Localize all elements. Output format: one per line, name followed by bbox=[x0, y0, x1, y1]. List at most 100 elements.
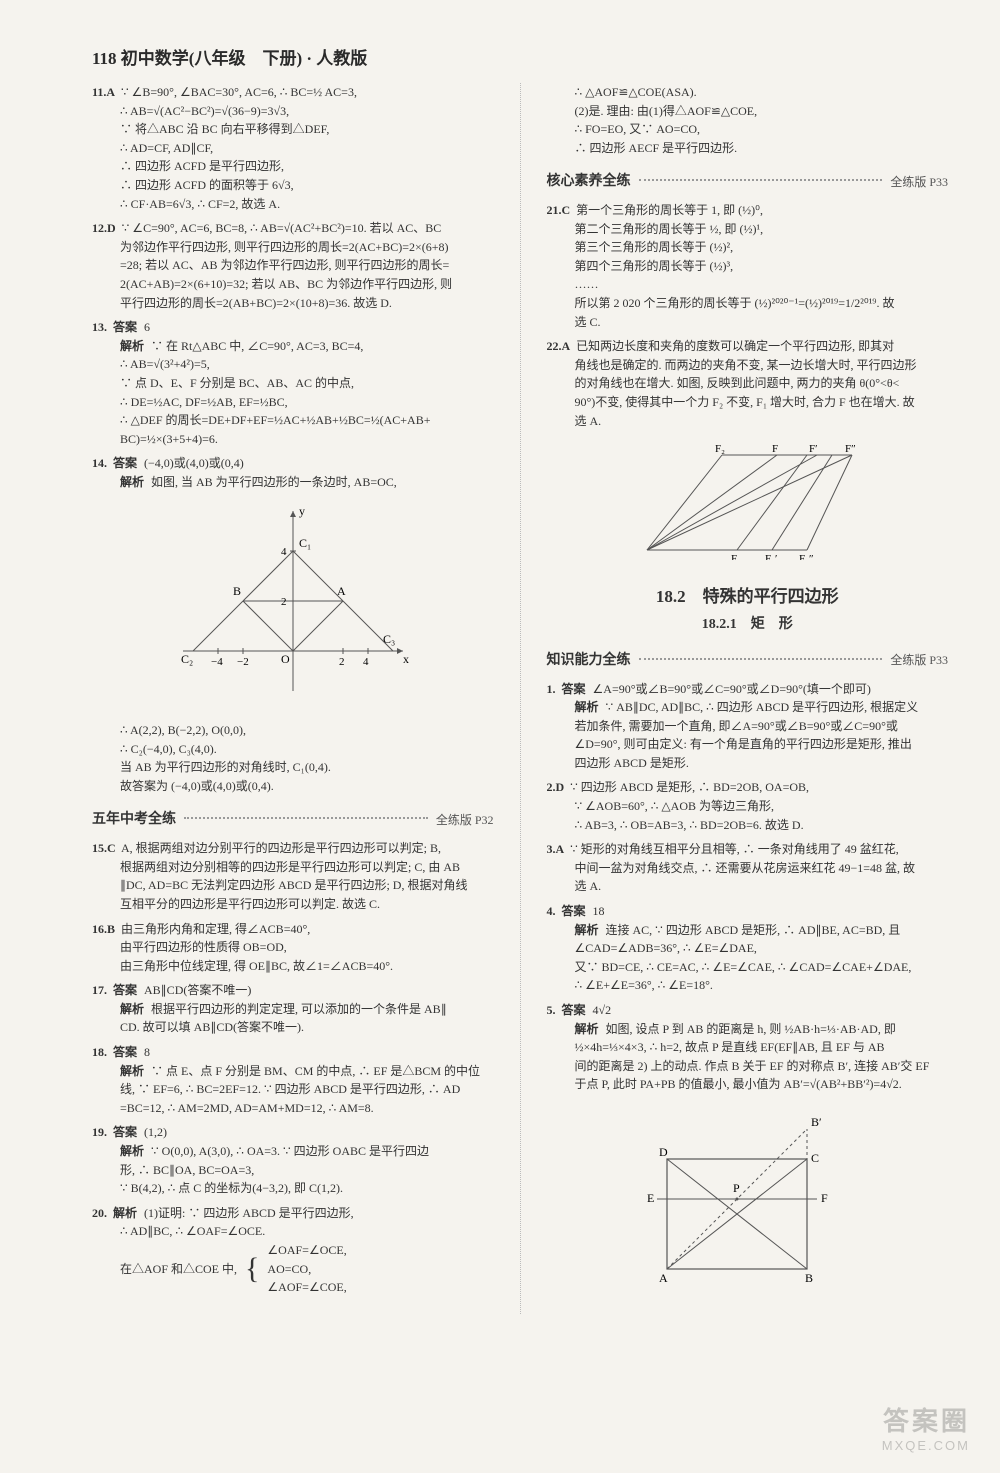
svg-text:B: B bbox=[805, 1271, 813, 1285]
svg-text:F: F bbox=[772, 443, 778, 455]
q15-l4: 互相平分的四边形是平行四边形可以判定. 故选 C. bbox=[92, 895, 494, 914]
r4-ans-label: 答案 bbox=[562, 904, 586, 918]
q15: 15.C A, 根据两组对边分别平行的四边形是平行四边形可以判定; B, 根据两… bbox=[92, 839, 494, 913]
q22-l4: 90°)不变, 使得其中一个力 F₂ 不变, F₁ 增大时, 合力 F 也在增大… bbox=[547, 393, 949, 412]
r4-l3: 又∵ BD=CE, ∴ CE=AC, ∴ ∠E=∠CAE, ∴ ∠CAD=∠CA… bbox=[547, 958, 949, 977]
left-column: 11.A ∵ ∠B=90°, ∠BAC=30°, AC=6, ∴ BC=½ AC… bbox=[92, 83, 494, 1314]
r4-l4: ∴ ∠E+∠E=36°, ∴ ∠E=18°. bbox=[547, 976, 949, 995]
q22-figure: F₂ F F′ F″ F₁ F₁′ F₁″ bbox=[547, 440, 949, 566]
q21-l6: 所以第 2 020 个三角形的周长等于 (½)²⁰²⁰⁻¹=(½)²⁰¹⁹=1/… bbox=[547, 294, 949, 313]
cont-l2: (2)是. 理由: 由(1)得△AOF≌△COE, bbox=[547, 102, 949, 121]
q12-l3: =28; 若以 AC、AB 为邻边作平行四边形, 则平行四边形的周长= bbox=[92, 256, 494, 275]
q12-num: 12.D bbox=[92, 221, 116, 235]
r1-l4: 四边形 ABCD 是矩形. bbox=[547, 754, 949, 773]
q19: 19. 答案 (1,2) 解析 ∵ O(0,0), A(3,0), ∴ OA=3… bbox=[92, 1123, 494, 1197]
r5-l1: 如图, 设点 P 到 AB 的距离是 h, 则 ½AB·h=⅓·AB·AD, 即 bbox=[606, 1022, 896, 1036]
r4: 4. 答案 18 解析 连接 AC, ∵ 四边形 ABCD 是矩形, ∴ AD∥… bbox=[547, 902, 949, 995]
q11-l3: ∵ 将△ABC 沿 BC 向右平移得到△DEF, bbox=[92, 120, 494, 139]
q14-exp-label: 解析 bbox=[120, 475, 144, 489]
r2-num: 2.D bbox=[547, 780, 565, 794]
sec-knowledge: 知识能力全练 全练版 P33 bbox=[547, 650, 949, 672]
cont-l3: ∴ FO=EO, 又∵ AO=CO, bbox=[547, 120, 949, 139]
q18-ans-label: 答案 bbox=[113, 1045, 137, 1059]
svg-text:F₂: F₂ bbox=[715, 443, 725, 455]
q17: 17. 答案 AB∥CD(答案不唯一) 解析 根据平行四边形的判定定理, 可以添… bbox=[92, 981, 494, 1037]
q14-figure: y x O A B C₁ C₂ C₃ −4 −2 2 4 2 4 bbox=[92, 501, 494, 707]
svg-text:B: B bbox=[233, 584, 241, 598]
svg-text:−2: −2 bbox=[237, 656, 249, 668]
r1-ans: ∠A=90°或∠B=90°或∠C=90°或∠D=90°(填一个即可) bbox=[593, 682, 871, 696]
svg-text:C₂: C₂ bbox=[181, 652, 193, 666]
q19-num: 19. bbox=[92, 1125, 107, 1139]
q18-l1: ∵ 点 E、点 F 分别是 BM、CM 的中点, ∴ EF 是△BCM 的中位 bbox=[151, 1064, 480, 1078]
q13-exp-label: 解析 bbox=[120, 339, 144, 353]
r1: 1. 答案 ∠A=90°或∠B=90°或∠C=90°或∠D=90°(填一个即可)… bbox=[547, 680, 949, 773]
q15-l3: ∥DC, AD=BC 无法判定四边形 ABCD 是平行四边形; D, 根据对角线 bbox=[92, 876, 494, 895]
sec-core-label: 核心素养全练 bbox=[547, 171, 631, 193]
q18-num: 18. bbox=[92, 1045, 107, 1059]
sec-knowledge-pageref: 全练版 P33 bbox=[890, 651, 948, 670]
q13-l3: ∵ 点 D、E、F 分别是 BC、AB、AC 的中点, bbox=[92, 374, 494, 393]
q14-l3: ∴ C₂(−4,0), C₃(4,0). bbox=[92, 740, 494, 759]
right-column: ∴ △AOF≌△COE(ASA). (2)是. 理由: 由(1)得△AOF≌△C… bbox=[547, 83, 949, 1314]
q21-l7: 选 C. bbox=[547, 313, 949, 332]
q11-l4: ∴ AD=CF, AD∥CF, bbox=[92, 139, 494, 158]
r1-l3: ∠D=90°, 则可由定义: 有一个角是直角的平行四边形是矩形, 推出 bbox=[547, 735, 949, 754]
q16-l2: 由平行四边形的性质得 OB=OD, bbox=[92, 938, 494, 957]
q18-l2: 线, ∵ EF=6, ∴ BC=2EF=12. ∵ 四边形 ABCD 是平行四边… bbox=[92, 1080, 494, 1099]
q20-cont: ∴ △AOF≌△COE(ASA). (2)是. 理由: 由(1)得△AOF≌△C… bbox=[547, 83, 949, 157]
q15-l1: A, 根据两组对边分别平行的四边形是平行四边形可以判定; B, bbox=[121, 841, 441, 855]
q15-num: 15.C bbox=[92, 841, 116, 855]
cont-l1: ∴ △AOF≌△COE(ASA). bbox=[547, 83, 949, 102]
r5-l4: 于点 P, 此时 PA+PB 的值最小, 最小值为 AB′=√(AB²+BB′²… bbox=[547, 1075, 949, 1094]
svg-text:E: E bbox=[647, 1191, 654, 1205]
q16: 16.B 由三角形内角和定理, 得∠ACB=40°, 由平行四边形的性质得 OB… bbox=[92, 920, 494, 976]
q20-l3d: ∠AOF=∠COE, bbox=[267, 1280, 346, 1294]
q21-l3: 第三个三角形的周长等于 (½)², bbox=[547, 238, 949, 257]
q14-l2: ∴ A(2,2), B(−2,2), O(0,0), bbox=[92, 721, 494, 740]
r2-l2: ∵ ∠AOB=60°, ∴ △AOB 为等边三角形, bbox=[547, 797, 949, 816]
watermark: 答案圈 MXQE.COM bbox=[882, 1401, 970, 1453]
svg-text:A: A bbox=[337, 584, 346, 598]
q14-l4: 当 AB 为平行四边形的对角线时, C₁(0,4). bbox=[92, 758, 494, 777]
q17-l2: CD. 故可以填 AB∥CD(答案不唯一). bbox=[92, 1018, 494, 1037]
svg-text:C₁: C₁ bbox=[299, 536, 311, 550]
svg-text:F₁: F₁ bbox=[731, 553, 741, 560]
watermark-url: MXQE.COM bbox=[882, 1438, 970, 1453]
q18-exp-label: 解析 bbox=[120, 1064, 144, 1078]
q21: 21.C 第一个三角形的周长等于 1, 即 (½)⁰, 第二个三角形的周长等于 … bbox=[547, 201, 949, 331]
svg-text:4: 4 bbox=[363, 656, 369, 668]
q13-l4: ∴ DE=½AC, DF=½AB, EF=½BC, bbox=[92, 393, 494, 412]
r5-figure: A B C D E F P B′ bbox=[547, 1104, 949, 1300]
q22-l3: 的对角线也在增大. 如图, 反映到此问题中, 两力的夹角 θ(0°<θ< bbox=[547, 374, 949, 393]
q15-l2: 根据两组对边分别相等的四边形是平行四边形可以判定; C, 由 AB bbox=[92, 858, 494, 877]
q22-l2: 角线也是确定的. 而两边的夹角不变, 某一边长增大时, 平行四边形 bbox=[547, 356, 949, 375]
q22-l1: 已知两边长度和夹角的度数可以确定一个平行四边形, 即其对 bbox=[576, 339, 894, 353]
q20-l3b: ∠OAF=∠OCE, bbox=[267, 1243, 346, 1257]
page-header: 118 初中数学(八年级 下册) · 人教版 bbox=[92, 44, 948, 69]
q11-num: 11.A bbox=[92, 85, 115, 99]
r5: 5. 答案 4√2 解析 如图, 设点 P 到 AB 的距离是 h, 则 ½AB… bbox=[547, 1001, 949, 1300]
sec-core-pageref: 全练版 P33 bbox=[890, 173, 948, 192]
r1-exp-label: 解析 bbox=[575, 700, 599, 714]
q20-l3a: 在△AOF 和△COE 中, bbox=[120, 1260, 237, 1279]
q11-l6: ∴ 四边形 ACFD 的面积等于 6√3, bbox=[92, 176, 494, 195]
sec-knowledge-label: 知识能力全练 bbox=[547, 650, 631, 672]
q19-l1: ∵ O(0,0), A(3,0), ∴ OA=3. ∵ 四边形 OABC 是平行… bbox=[151, 1144, 429, 1158]
q18-ans: 8 bbox=[144, 1045, 150, 1059]
svg-text:F′: F′ bbox=[809, 443, 818, 455]
r4-l2: ∠CAD=∠ADB=36°, ∴ ∠E=∠DAE, bbox=[547, 939, 949, 958]
r4-num: 4. bbox=[547, 904, 556, 918]
q19-ans-label: 答案 bbox=[113, 1125, 137, 1139]
svg-text:F″: F″ bbox=[845, 443, 856, 455]
svg-text:C₃: C₃ bbox=[383, 632, 395, 646]
q13-ans: 6 bbox=[144, 320, 150, 334]
q20-l2: ∴ AD∥BC, ∴ ∠OAF=∠OCE. bbox=[92, 1222, 494, 1241]
q11: 11.A ∵ ∠B=90°, ∠BAC=30°, AC=6, ∴ BC=½ AC… bbox=[92, 83, 494, 213]
q22-l5: 选 A. bbox=[547, 412, 949, 431]
r2-l3: ∴ AB=3, ∴ OB=AB=3, ∴ BD=2OB=6. 故选 D. bbox=[547, 816, 949, 835]
q21-l2: 第二个三角形的周长等于 ½, 即 (½)¹, bbox=[547, 220, 949, 239]
q14-l1: 如图, 当 AB 为平行四边形的一条边时, AB=OC, bbox=[151, 475, 397, 489]
q16-l3: 由三角形中位线定理, 得 OE∥BC, 故∠1=∠ACB=40°. bbox=[92, 957, 494, 976]
q22: 22.A 已知两边长度和夹角的度数可以确定一个平行四边形, 即其对 角线也是确定… bbox=[547, 337, 949, 566]
